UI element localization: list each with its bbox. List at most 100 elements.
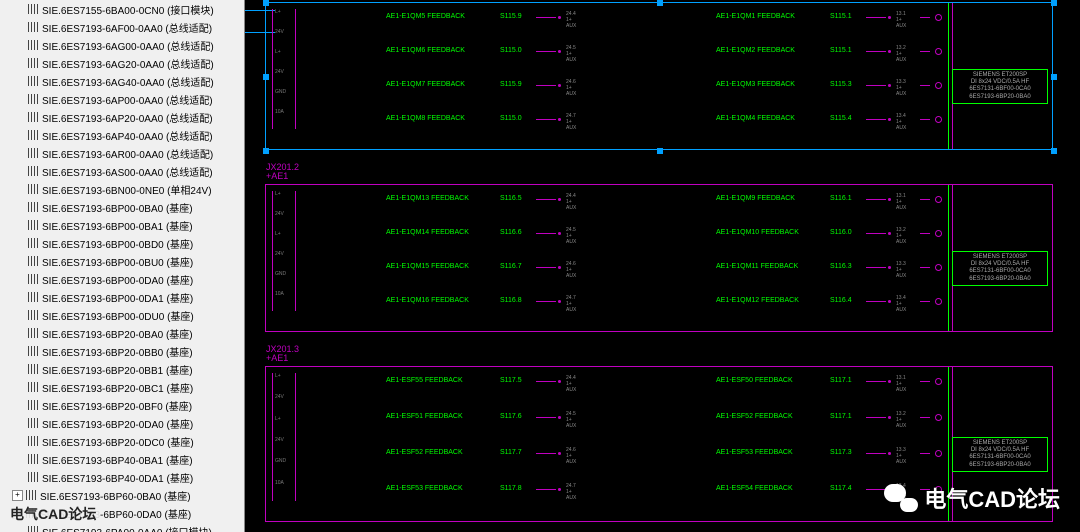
signal-label: AE1-ESF51 FEEDBACK (386, 413, 463, 420)
tree-item-label: SIE.6ES7193-6BP20-0BC1 (基座) (42, 380, 193, 395)
part-icon (28, 436, 38, 446)
part-tree-sidebar[interactable]: SIE.6ES7155-6BA00-0CN0 (接口模块) SIE.6ES7193… (0, 0, 245, 532)
part-icon (28, 256, 38, 266)
part-icon (28, 346, 38, 356)
tree-item[interactable]: SIE.6ES7193-6BP00-0DA1 (基座) (0, 288, 244, 306)
part-icon (28, 400, 38, 410)
drawing-canvas[interactable]: SIEMENS ET200SPDI 8x24 VDC/0.5A HF6ES713… (245, 0, 1080, 532)
schematic-panel[interactable]: JX201.2+AE1SIEMENS ET200SPDI 8x24 VDC/0.… (265, 184, 1053, 332)
part-icon (28, 220, 38, 230)
signal-value: S116.3 (830, 263, 852, 270)
tree-item-label: SIE.6ES7193-6BP00-0BD0 (基座) (42, 236, 193, 251)
tree-item[interactable]: SIE.6ES7193-6BP20-0BB0 (基座) (0, 342, 244, 360)
tree-item[interactable]: SIE.6ES7193-6AR00-0AA0 (总线适配) (0, 144, 244, 162)
signal-label: AE1-E1QM10 FEEDBACK (716, 229, 799, 236)
part-icon (28, 130, 38, 140)
wechat-icon (884, 484, 918, 512)
signal-label: AE1-E1QM15 FEEDBACK (386, 263, 469, 270)
tree-item-label: SIE.6ES7193-6AG40-0AA0 (总线适配) (42, 74, 214, 89)
signal-label: AE1-E1QM11 FEEDBACK (716, 263, 798, 270)
selection-handle[interactable] (1051, 148, 1057, 154)
signal-label: AE1-E1QM7 FEEDBACK (386, 81, 465, 88)
signal-label: AE1-ESF53 FEEDBACK (716, 449, 793, 456)
signal-value: S117.1 (830, 413, 852, 420)
tree-item-label: SIE.6ES7193-6AF00-0AA0 (总线适配) (42, 20, 212, 35)
signal-value: S116.5 (500, 195, 522, 202)
part-icon (28, 454, 38, 464)
part-icon (28, 148, 38, 158)
tree-item-label: SIE.6ES7193-6BP00-0BA1 (基座) (42, 218, 193, 233)
signal-value: S115.1 (830, 47, 852, 54)
tree-item-label: SIE.6ES7193-6BP60-0BA0 (基座) (40, 488, 191, 503)
part-icon (28, 382, 38, 392)
tree-item[interactable]: SIE.6ES7193-6BP00-0BA0 (基座) (0, 198, 244, 216)
tree-item[interactable]: SIE.6ES7155-6BA00-0CN0 (接口模块) (0, 0, 244, 18)
tree-item[interactable]: SIE.6ES7193-6BN00-0NE0 (单相24V) (0, 180, 244, 198)
tree-item-label: SIE.6ES7193-6BP40-0BA1 (基座) (42, 452, 193, 467)
selection-handle[interactable] (1051, 0, 1057, 6)
tree-item[interactable]: SIE.6ES7193-6AG00-0AA0 (总线适配) (0, 36, 244, 54)
tree-item[interactable]: SIE.6ES7193-6AG20-0AA0 (总线适配) (0, 54, 244, 72)
part-icon (28, 274, 38, 284)
signal-label: AE1-E1QM14 FEEDBACK (386, 229, 469, 236)
selection-handle[interactable] (263, 74, 269, 80)
signal-value: S116.4 (830, 297, 852, 304)
tree-item[interactable]: SIE.6ES7193-6BP20-0DA0 (基座) (0, 414, 244, 432)
signal-value: S115.0 (500, 115, 522, 122)
tree-expander-icon[interactable]: + (12, 490, 23, 501)
tree-item-label: SIE.6ES7193-6BP20-0BA0 (基座) (42, 326, 193, 341)
tree-item-label: SIE.6ES7193-6BP00-0BA0 (基座) (42, 200, 193, 215)
tree-item[interactable]: SIE.6ES7193-6BP20-0BF0 (基座) (0, 396, 244, 414)
tree-item-label: SIE.6ES7193-6BP00-0DU0 (基座) (42, 308, 194, 323)
schematic-panel[interactable]: SIEMENS ET200SPDI 8x24 VDC/0.5A HF6ES713… (265, 2, 1053, 150)
separator (948, 185, 949, 331)
tree-item[interactable]: SIE.6ES7193-6BP00-0DA0 (基座) (0, 270, 244, 288)
signal-value: S116.1 (830, 195, 852, 202)
tree-item[interactable]: SIE.6ES7193-6BP00-0BU0 (基座) (0, 252, 244, 270)
signal-label: AE1-E1QM6 FEEDBACK (386, 47, 465, 54)
signal-label: AE1-E1QM3 FEEDBACK (716, 81, 795, 88)
signal-value: S116.0 (830, 229, 852, 236)
tree-item[interactable]: SIE.6ES7193-6BP00-0BD0 (基座) (0, 234, 244, 252)
tree-item[interactable]: SIE.6ES7193-6AS00-0AA0 (总线适配) (0, 162, 244, 180)
signal-label: AE1-E1QM13 FEEDBACK (386, 195, 469, 202)
tree-item[interactable]: SIE.6ES7193-6BP20-0DC0 (基座) (0, 432, 244, 450)
module-info-box: SIEMENS ET200SPDI 8x24 VDC/0.5A HF6ES713… (952, 69, 1048, 104)
wechat-overlay: 电气CAD论坛 (884, 482, 1060, 514)
tree-item[interactable]: SIE.6ES7193-6BP00-0DU0 (基座) (0, 306, 244, 324)
tree-item[interactable]: SIE.6ES7193-6BP20-0BC1 (基座) (0, 378, 244, 396)
part-icon (28, 364, 38, 374)
tree-item-label: SIE.6ES7193-6BP20-0BB0 (基座) (42, 344, 193, 359)
tree-item[interactable]: SIE.6ES7193-6AF00-0AA0 (总线适配) (0, 18, 244, 36)
part-icon (28, 40, 38, 50)
tree-item[interactable]: SIE.6ES7193-6BP00-0BA1 (基座) (0, 216, 244, 234)
selection-handle[interactable] (1051, 74, 1057, 80)
tree-item-label: SIE.6ES7193-6BP20-0BB1 (基座) (42, 362, 193, 377)
tree-item-label: SIE.6ES7193-6AR00-0AA0 (总线适配) (42, 146, 213, 161)
panel-title: JX201.3+AE1 (266, 345, 299, 363)
tree-item[interactable]: SIE.6ES7193-6AP20-0AA0 (总线适配) (0, 108, 244, 126)
signal-value: S117.5 (500, 377, 522, 384)
signal-value: S115.0 (500, 47, 522, 54)
tree-item[interactable]: SIE.6ES7193-6AP00-0AA0 (总线适配) (0, 90, 244, 108)
tree-item[interactable]: SIE.6ES7193-6AP40-0AA0 (总线适配) (0, 126, 244, 144)
selection-handle[interactable] (657, 148, 663, 154)
part-icon (28, 4, 38, 14)
tree-item[interactable]: SIE.6ES7193-6BP40-0BA1 (基座) (0, 450, 244, 468)
tree-item-label: SIE.6ES7193-6BN00-0NE0 (单相24V) (42, 182, 212, 197)
selection-handle[interactable] (263, 148, 269, 154)
part-icon (28, 202, 38, 212)
part-icon (28, 112, 38, 122)
tree-item-label: SIE.6ES7193-6BP20-0BF0 (基座) (42, 398, 192, 413)
tree-item[interactable]: SIE.6ES7193-6BP40-0DA1 (基座) (0, 468, 244, 486)
tree-item-label: SIE.6ES7193-6AP00-0AA0 (总线适配) (42, 92, 213, 107)
selection-handle[interactable] (263, 0, 269, 6)
signal-label: AE1-E1QM8 FEEDBACK (386, 115, 465, 122)
signal-value: S117.1 (830, 377, 852, 384)
part-icon (28, 58, 38, 68)
selection-handle[interactable] (657, 0, 663, 6)
tree-item[interactable]: SIE.6ES7193-6AG40-0AA0 (总线适配) (0, 72, 244, 90)
tree-item[interactable]: SIE.6ES7193-6BP20-0BB1 (基座) (0, 360, 244, 378)
tree-item[interactable]: SIE.6ES7193-6BP20-0BA0 (基座) (0, 324, 244, 342)
part-icon (28, 526, 38, 532)
